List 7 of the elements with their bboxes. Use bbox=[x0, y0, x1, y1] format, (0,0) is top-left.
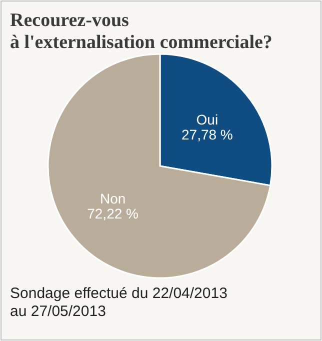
slice-label: Oui bbox=[196, 111, 218, 128]
text: Sondage effectué du 22/04/2013 au 27/05/2013 bbox=[10, 285, 228, 320]
pie-slice bbox=[47, 53, 272, 279]
chart-title: Recourez-vous à l'externalisation commerciale? bbox=[10, 10, 272, 53]
data-label: 72,22 % bbox=[87, 206, 138, 222]
slice-label: Non bbox=[100, 190, 126, 207]
data-label: 27,78 % bbox=[182, 126, 233, 142]
